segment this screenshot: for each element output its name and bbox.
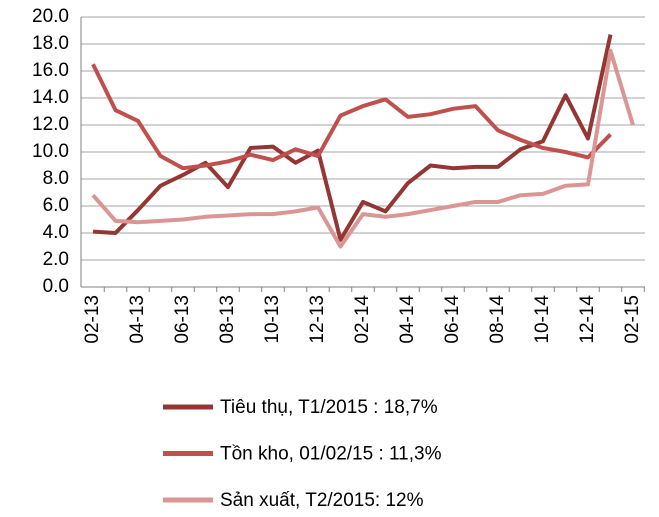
y-tick-label: 16.0 [32,60,69,81]
y-tick-label: 18.0 [32,33,69,54]
x-tick-label: 06-14 [442,295,463,344]
legend-label: Sản xuất, T2/2015: 12% [220,490,424,511]
y-tick-label: 8.0 [43,168,69,189]
y-tick-label: 6.0 [43,195,69,216]
x-tick-label: 12-14 [577,295,598,344]
x-tick-label: 08-13 [217,295,238,344]
x-tick-label: 02-14 [352,295,373,344]
x-tick-label: 02-13 [82,295,103,344]
y-tick-label: 12.0 [32,114,69,135]
x-tick-label: 10-13 [262,295,283,344]
x-tick-label: 04-13 [127,295,148,344]
x-tick-label: 08-14 [487,295,508,344]
x-tick-label: 02-15 [622,295,643,344]
y-tick-label: 10.0 [32,141,69,162]
y-tick-label: 20.0 [32,6,69,27]
series-line [91,63,612,171]
x-tick-label: 04-14 [397,295,418,344]
y-tick-label: 0.0 [43,276,69,297]
x-tick-label: 06-13 [172,295,193,344]
y-tick-label: 4.0 [43,222,69,243]
legend-label: Tồn kho, 01/02/15 : 11,3% [220,444,442,465]
series-line [91,48,635,249]
x-tick-label: 10-14 [532,295,553,344]
x-tick-label: 12-13 [307,295,328,344]
y-tick-label: 2.0 [43,249,69,270]
series-line [92,34,613,242]
legend-label: Tiêu thụ, T1/2015 : 18,7% [220,397,438,418]
y-tick-label: 14.0 [32,87,69,108]
